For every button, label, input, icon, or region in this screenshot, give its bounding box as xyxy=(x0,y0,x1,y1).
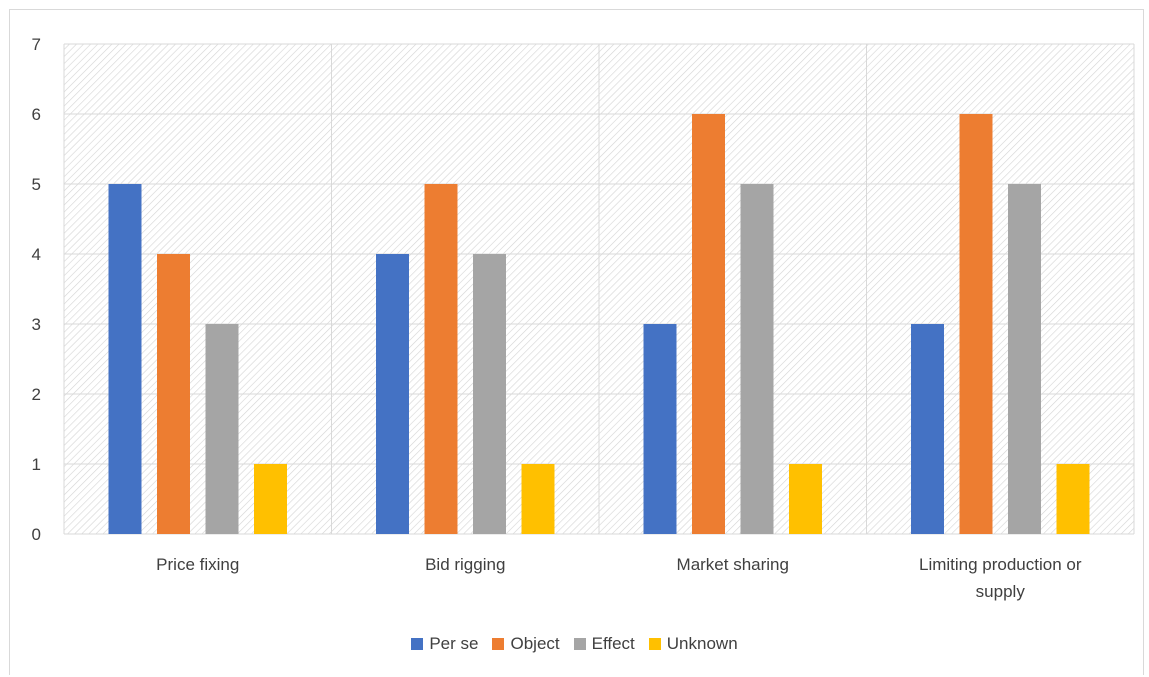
gridlines xyxy=(63,43,1135,535)
legend-item-per-se: Per se xyxy=(411,634,478,654)
y-tick-label: 6 xyxy=(32,105,41,124)
legend-swatch xyxy=(648,638,661,650)
legend-swatch xyxy=(411,638,424,650)
bar-unknown xyxy=(1056,464,1090,534)
bar-object xyxy=(692,114,725,534)
bar-effect xyxy=(740,184,774,534)
legend-label: Unknown xyxy=(666,634,738,653)
category-label: Market sharing xyxy=(677,555,789,574)
y-tick-label: 0 xyxy=(32,525,41,544)
category-label: Limiting production or supply xyxy=(919,555,1082,601)
category-label: Bid rigging xyxy=(425,555,505,574)
y-tick-label: 5 xyxy=(32,175,41,194)
bar-per-se xyxy=(376,254,409,534)
bar-unknown xyxy=(254,464,287,534)
category-label: Price fixing xyxy=(156,555,239,574)
legend-item-unknown: Unknown xyxy=(648,634,738,654)
legend: Per se Object Effect Unknown xyxy=(0,634,1149,654)
bar-unknown xyxy=(789,464,822,534)
legend-swatch xyxy=(492,638,505,650)
legend-item-object: Object xyxy=(492,634,560,654)
x-axis-categories: Price fixing Bid rigging Market sharing Lim… xyxy=(156,555,1082,601)
bar-effect xyxy=(205,324,239,534)
legend-label: Per se xyxy=(429,634,479,653)
legend-label: Effect xyxy=(591,634,635,653)
bar-object xyxy=(157,254,190,534)
bar-effect xyxy=(1008,184,1041,534)
legend-swatch xyxy=(573,638,586,650)
bar-per-se xyxy=(911,324,944,534)
y-tick-label: 7 xyxy=(32,35,41,54)
bar-effect xyxy=(473,254,506,534)
y-tick-label: 2 xyxy=(32,385,41,404)
y-tick-label: 4 xyxy=(32,245,41,264)
bars xyxy=(108,114,1090,534)
bar-per-se xyxy=(108,184,142,534)
y-tick-label: 3 xyxy=(32,315,41,334)
legend-item-effect: Effect xyxy=(573,634,635,654)
y-tick-label: 1 xyxy=(32,455,41,474)
bar-object xyxy=(424,184,458,534)
legend-label: Object xyxy=(510,634,560,653)
bar-per-se xyxy=(643,324,677,534)
bar-unknown xyxy=(521,464,555,534)
bar-object xyxy=(959,114,993,534)
y-axis-ticks: 0 1 2 3 4 5 6 7 xyxy=(32,35,41,544)
